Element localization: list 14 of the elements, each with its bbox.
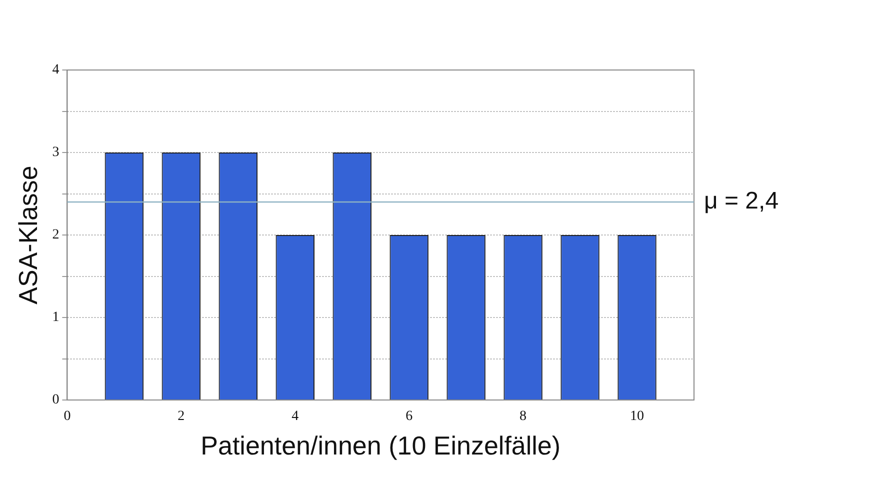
ref-line-label: μ = 2,4: [704, 188, 779, 215]
x-tick-label: 4: [292, 409, 299, 424]
x-tick-label: 0: [64, 409, 71, 424]
y-tick-label: 0: [52, 392, 60, 408]
x-tick-label: 8: [520, 409, 527, 424]
y-tick-label: 1: [52, 310, 60, 326]
x-tick-label: 6: [406, 409, 413, 424]
y-axis-title: ASA-Klasse: [12, 166, 43, 304]
x-tick-label: 10: [630, 409, 644, 424]
x-tick-label: 2: [178, 409, 185, 424]
x-axis-title: Patienten/innen (10 Einzelfälle): [200, 430, 561, 461]
y-tick-label: 4: [52, 62, 60, 78]
y-tick-label: 3: [52, 145, 60, 160]
y-tick-label: 2: [52, 228, 60, 243]
